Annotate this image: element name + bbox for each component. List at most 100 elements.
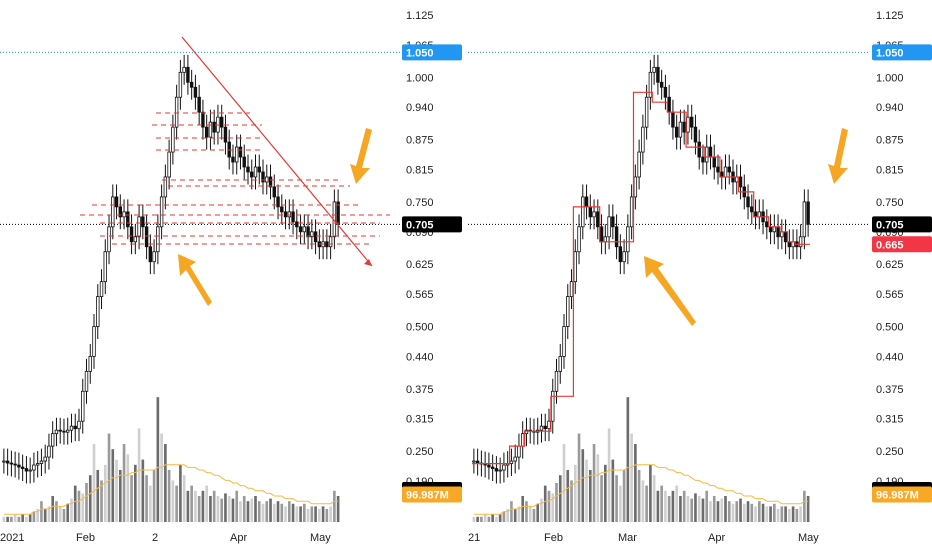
volume-bar — [626, 397, 630, 522]
candle-body — [306, 226, 310, 238]
candle-body — [569, 281, 574, 297]
y-tick-label: 0.875 — [406, 135, 434, 147]
y-tick-label: 0.250 — [406, 446, 434, 458]
volume-bar — [62, 509, 66, 522]
candle-body — [712, 156, 716, 168]
candle-body — [2, 460, 6, 463]
volume-bar — [731, 503, 735, 522]
volume-bar — [742, 503, 746, 522]
candle-body — [776, 226, 780, 238]
volume-bar — [476, 516, 479, 522]
candle-body — [167, 151, 171, 178]
volume-bar — [709, 501, 712, 522]
candle-body — [5, 460, 10, 464]
candle-body — [66, 429, 70, 433]
candle-body — [88, 356, 92, 372]
left-chart-panel[interactable]: 1.1251.0651.0000.9400.8750.8150.7500.690… — [0, 0, 462, 550]
volume-bar — [51, 496, 55, 522]
volume-bar — [325, 509, 329, 522]
candle-body — [246, 166, 250, 173]
candle-body — [644, 96, 649, 128]
candle-body — [682, 121, 686, 133]
volume-bar — [209, 496, 212, 522]
candle-body — [720, 171, 724, 178]
candle-body — [265, 176, 269, 183]
y-tick-label: 1.125 — [876, 10, 904, 22]
volume-bar — [235, 490, 239, 522]
volume-bar — [88, 475, 92, 522]
volume-bar — [179, 464, 182, 522]
volume-bar — [190, 485, 193, 522]
volume-bar — [171, 480, 175, 522]
x-tick-label: May — [798, 532, 819, 544]
volume-bar — [784, 506, 787, 522]
volume-bar — [573, 464, 577, 522]
volume-bar — [295, 506, 299, 522]
candle-body — [705, 146, 709, 163]
candle-body — [43, 456, 47, 462]
y-tick-label: 1.000 — [876, 72, 904, 84]
volume-bar — [803, 490, 806, 522]
volume-bar — [152, 470, 156, 522]
right-chart-panel[interactable]: 1.1251.0651.0000.9400.8750.8150.7500.690… — [468, 0, 932, 550]
candle-body — [716, 166, 720, 173]
candle-body — [178, 71, 183, 98]
candle-body — [174, 96, 179, 128]
candle-body — [622, 251, 626, 263]
candle-body — [735, 176, 739, 183]
volume-bar — [551, 493, 555, 522]
volume-bar — [314, 506, 317, 522]
volume-bar — [13, 514, 17, 522]
candle-body — [539, 425, 544, 431]
y-tick-label: 0.750 — [406, 197, 434, 209]
candle-body — [678, 121, 683, 138]
candle-body — [257, 166, 261, 173]
y-tick-label: 0.375 — [876, 384, 904, 396]
candle-body — [581, 196, 585, 228]
volume-bar — [81, 493, 85, 522]
y-tick-label: 0.750 — [876, 197, 904, 209]
volume-bar — [697, 496, 701, 522]
candle-body — [490, 466, 495, 469]
candle-body — [753, 211, 758, 218]
candle-body — [182, 66, 186, 73]
volume-bar — [577, 433, 581, 522]
candle-body — [39, 460, 44, 464]
candle-body — [584, 196, 589, 208]
volume-bar — [806, 496, 810, 522]
candle-body — [558, 356, 562, 372]
candle-body — [193, 86, 198, 98]
candle-body — [697, 141, 701, 158]
candle-body — [588, 206, 593, 218]
candle-body — [159, 196, 164, 228]
volume-bar — [585, 459, 588, 522]
volume-bar — [547, 490, 551, 522]
volume-bar — [498, 514, 502, 522]
volume-bar — [712, 496, 716, 522]
volume-bar — [2, 516, 6, 522]
right-chart-svg[interactable]: 1.1251.0651.0000.9400.8750.8150.7500.690… — [468, 0, 932, 550]
y-tick-label: 0.250 — [876, 446, 904, 458]
candle-body — [223, 126, 228, 143]
candle-body — [554, 370, 559, 392]
candle-body — [272, 186, 276, 198]
volume-bar — [645, 485, 648, 522]
candle-body — [298, 226, 303, 233]
candle-body — [276, 196, 280, 208]
y-tick-label: 0.315 — [876, 414, 904, 426]
left-chart-svg[interactable]: 1.1251.0651.0000.9400.8750.8150.7500.690… — [0, 0, 462, 550]
price-badge-label: 1.050 — [406, 47, 434, 59]
candle-body — [656, 66, 660, 83]
candle-body — [302, 226, 307, 233]
candle-body — [693, 126, 698, 143]
x-tick-label: Apr — [708, 532, 725, 544]
candle-body — [129, 226, 134, 243]
candle-body — [765, 221, 769, 228]
candle-body — [618, 246, 623, 263]
candle-body — [689, 116, 694, 128]
candle-body — [84, 370, 89, 392]
volume-bar — [649, 464, 652, 522]
price-badge-label: 0.705 — [406, 219, 434, 231]
volume-bar — [227, 496, 231, 522]
candle-body — [291, 211, 295, 223]
